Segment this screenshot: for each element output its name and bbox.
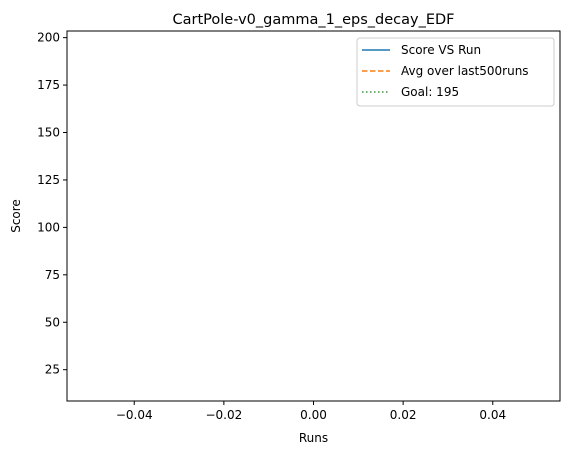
legend: Score VS Run Avg over last500runs Goal: 19… (356, 37, 555, 107)
x-tick-label: −0.04 (116, 408, 153, 422)
y-tick-label: 50 (45, 315, 60, 329)
legend-box (356, 37, 555, 107)
y-tick-label: 125 (37, 173, 60, 187)
y-tick-label: 100 (37, 220, 60, 234)
x-tick-label: −0.02 (205, 408, 242, 422)
y-tick-label: 75 (45, 268, 60, 282)
y-tick-label: 200 (37, 31, 60, 45)
y-tick-label: 175 (37, 78, 60, 92)
chart-title: CartPole-v0_gamma_1_eps_decay_EDF (173, 12, 455, 28)
x-axis-label: Runs (299, 431, 328, 445)
y-axis-label: Score (9, 199, 23, 233)
y-axis: 25 50 75 100 125 150 175 200 (37, 31, 67, 377)
y-tick-label: 25 (45, 363, 60, 377)
legend-label: Score VS Run (401, 43, 481, 57)
x-tick-label: 0.04 (479, 408, 506, 422)
y-tick-label: 150 (37, 126, 60, 140)
legend-label: Goal: 195 (401, 85, 459, 99)
legend-label: Avg over last500runs (401, 64, 529, 78)
x-axis: −0.04 −0.02 0.00 0.02 0.04 (116, 401, 506, 422)
x-tick-label: 0.02 (390, 408, 417, 422)
x-tick-label: 0.00 (300, 408, 327, 422)
